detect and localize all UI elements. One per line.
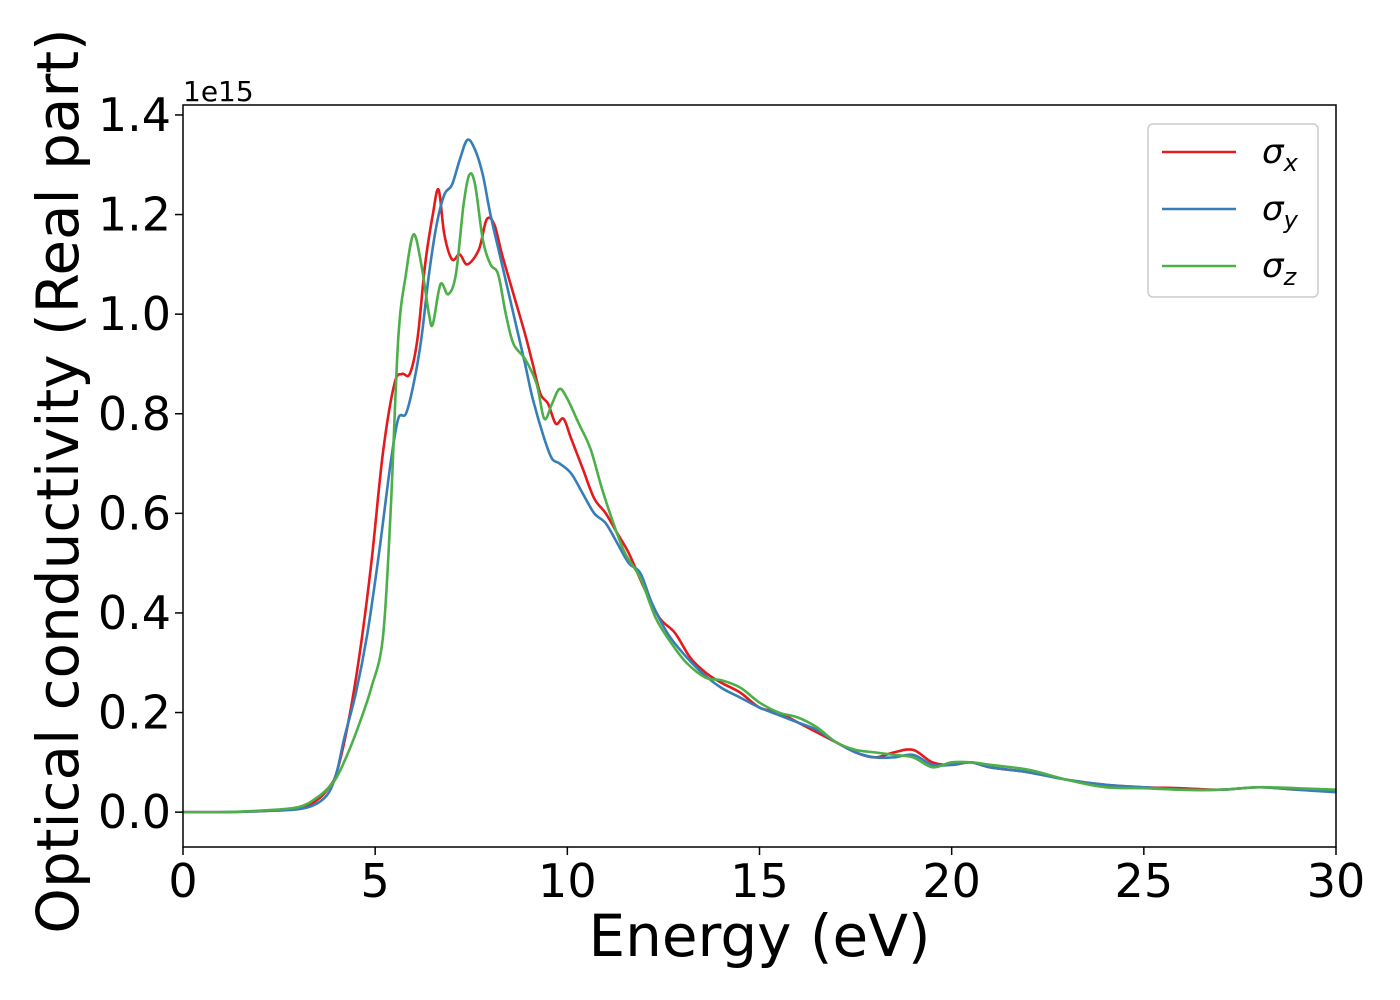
- legend-subscript: y: [1283, 206, 1299, 234]
- series-line-y: [183, 138, 1336, 814]
- legend-subscript: x: [1283, 149, 1299, 177]
- legend-label-z: σz: [1262, 246, 1298, 291]
- legend-symbol: σ: [1262, 246, 1285, 286]
- x-tick-label: 25: [1115, 854, 1174, 908]
- y-tick-label: 0.4: [98, 586, 171, 640]
- ticks-layer: 0 5 10 15 20 25 30 0.0 0.2 0.4 0.6 0.8 1.0 1.2 1.4: [98, 88, 1365, 908]
- y-tick-label: 0.8: [98, 387, 171, 441]
- legend-label-y: σy: [1262, 189, 1299, 234]
- y-tick-label: 1.0: [98, 287, 171, 341]
- y-tick-label: 1.4: [98, 88, 171, 142]
- x-tick-label: 15: [730, 854, 789, 908]
- legend-box: [1147, 123, 1319, 298]
- y-axis-title: Optical conductivity (Real part): [24, 28, 92, 933]
- y-offset-label: 1e15: [183, 75, 254, 108]
- y-tick-label: 1.2: [98, 188, 171, 242]
- x-tick-label: 30: [1307, 854, 1366, 908]
- series-layer: [183, 138, 1336, 814]
- series-line-z: [183, 172, 1336, 814]
- x-tick-label: 20: [922, 854, 981, 908]
- legend-label-x: σx: [1262, 132, 1299, 177]
- legend-symbol: σ: [1262, 132, 1285, 172]
- y-tick-label: 0.6: [98, 486, 171, 540]
- legend-symbol: σ: [1262, 189, 1285, 229]
- x-axis-title: Energy (eV): [588, 902, 930, 970]
- x-tick-label: 10: [538, 854, 597, 908]
- x-tick-label: 0: [168, 854, 197, 908]
- legend-subscript: z: [1283, 263, 1298, 291]
- x-tick-label: 5: [361, 854, 390, 908]
- y-tick-label: 0.0: [98, 785, 171, 839]
- y-tick-label: 0.2: [98, 686, 171, 740]
